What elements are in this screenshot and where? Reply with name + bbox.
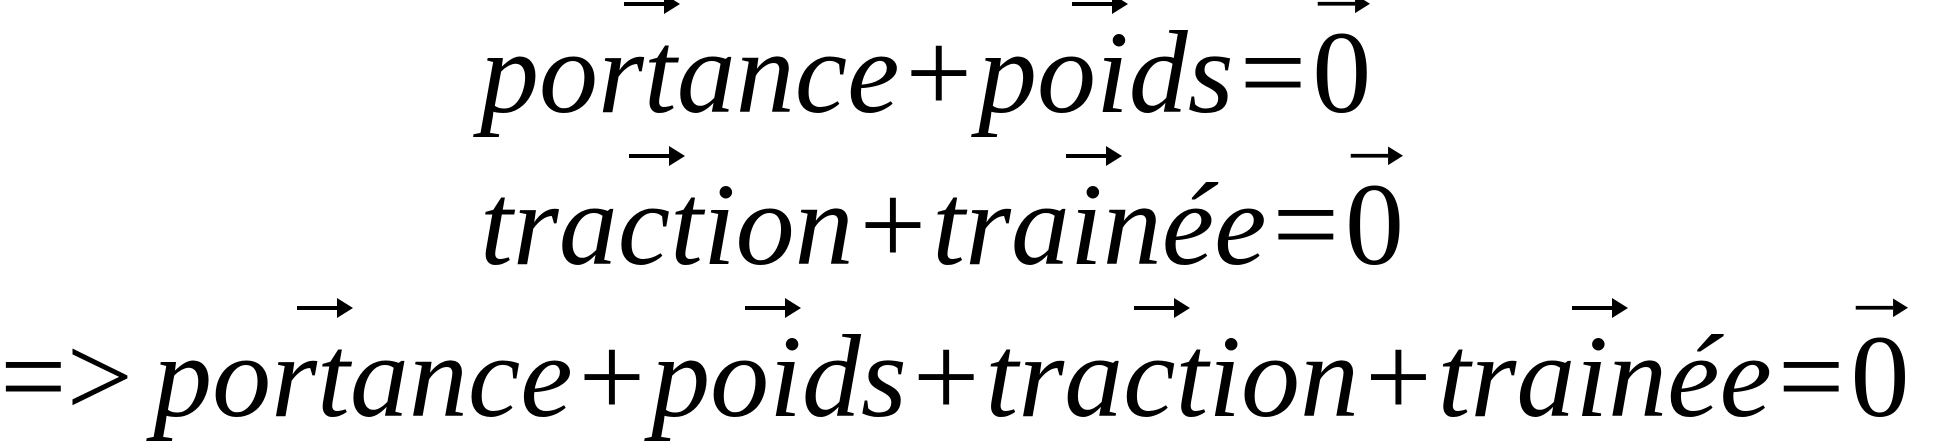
term-poids: poids	[978, 7, 1234, 138]
vector-trainee: trainée	[1438, 298, 1772, 436]
term-trainee: trainée	[1437, 311, 1772, 442]
zero-vector: 0	[1850, 298, 1909, 436]
term-portance: portance	[153, 311, 573, 442]
term-poids: poids	[651, 311, 907, 442]
vector-portance: portance	[480, 0, 899, 132]
vector-traction: traction	[985, 298, 1359, 436]
term-traction: traction	[480, 159, 854, 290]
zero-vector: 0	[1312, 0, 1371, 132]
vector-arrow-icon	[1072, 0, 1129, 14]
vector-arrow-icon	[297, 298, 354, 318]
equation-line-1: portance + poids = 0	[480, 0, 1371, 138]
vector-arrow-icon	[1066, 146, 1123, 166]
vector-traction: traction	[480, 146, 854, 284]
term-trainee: trainée	[932, 159, 1267, 290]
implies-symbol: =>	[0, 311, 134, 442]
vector-trainee: trainée	[932, 146, 1266, 284]
vector-portance: portance	[153, 298, 573, 436]
plus-operator: +	[905, 7, 973, 138]
plus-operator: +	[578, 311, 646, 442]
vector-arrow-icon	[1856, 298, 1909, 318]
vector-arrow-icon	[624, 0, 680, 14]
equals-operator: =	[1777, 311, 1845, 442]
equation-block: portance + poids = 0 traction +	[0, 0, 1909, 436]
plus-operator: +	[912, 311, 980, 442]
vector-poids: poids	[651, 298, 907, 436]
term-traction: traction	[985, 311, 1360, 442]
zero-value: 0	[1850, 311, 1910, 442]
term-portance: portance	[480, 7, 900, 138]
equation-line-3: => portance + poids + traction + tra	[0, 298, 1909, 442]
vector-poids: poids	[978, 0, 1234, 132]
vector-arrow-icon	[1134, 298, 1191, 318]
equation-line-2: traction + trainée = 0	[480, 146, 1404, 290]
equals-operator: =	[1239, 7, 1307, 138]
vector-arrow-icon	[629, 146, 685, 166]
zero-value: 0	[1312, 7, 1372, 138]
vector-arrow-icon	[745, 298, 802, 318]
zero-value: 0	[1345, 159, 1405, 290]
equals-operator: =	[1272, 159, 1340, 290]
vector-arrow-icon	[1350, 146, 1404, 166]
vector-arrow-icon	[1571, 298, 1628, 318]
zero-vector: 0	[1345, 146, 1404, 284]
plus-operator: +	[859, 159, 927, 290]
vector-arrow-icon	[1318, 0, 1371, 14]
plus-operator: +	[1365, 311, 1432, 442]
